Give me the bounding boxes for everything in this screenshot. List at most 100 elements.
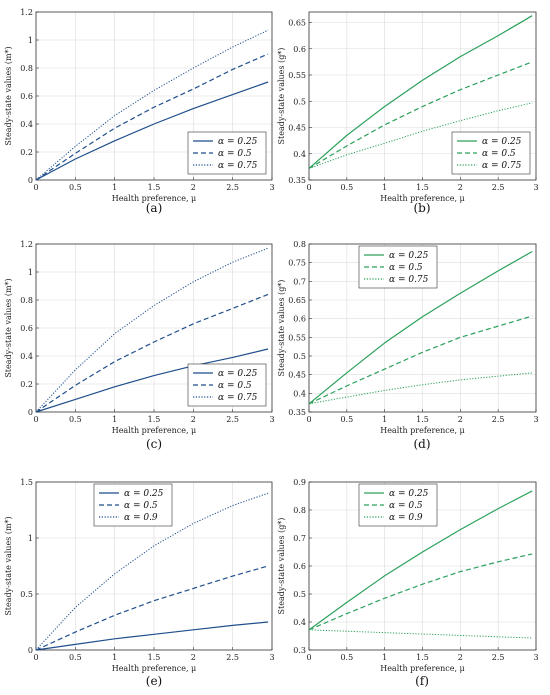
y-tick-label: 0.7 [293, 277, 306, 286]
x-axis-label: Health preference, μ [112, 194, 197, 203]
panel-label: (d) [413, 437, 430, 451]
plot-frame [308, 243, 537, 413]
x-tick-label: 3 [533, 415, 538, 424]
y-tick-label: 0.7 [293, 534, 306, 543]
y-tick-label: 0.65 [288, 19, 306, 28]
x-axis-label: Health preference, μ [380, 664, 465, 673]
x-tick-label: 2 [458, 183, 463, 192]
series-line-1 [35, 81, 269, 181]
legend-entry: α = 0.5 [389, 263, 423, 273]
x-tick-label: 0.5 [340, 415, 353, 424]
legend-entry: α = 0.5 [218, 149, 252, 159]
legend-entry: α = 0.75 [482, 161, 522, 171]
x-tick-label: 0.5 [340, 183, 353, 192]
series-line-3 [35, 492, 269, 651]
y-tick-label: 1.5 [20, 478, 33, 487]
x-axis-label: Health preference, μ [380, 426, 465, 435]
x-tick-label: 1.5 [148, 183, 161, 192]
legend-entry: α = 0.75 [389, 275, 429, 285]
series-line-1 [308, 250, 533, 405]
x-tick-label: 1.5 [148, 653, 161, 662]
x-tick-label: 1.5 [416, 183, 429, 192]
x-tick-label: 3 [269, 415, 274, 424]
y-axis-label: Steady-state values (g*) [277, 518, 286, 615]
legend-entry: α = 0.25 [124, 489, 164, 499]
panel-label: (a) [146, 201, 163, 215]
legend-entry: α = 0.5 [124, 501, 158, 511]
series-line-3 [35, 29, 269, 181]
x-tick-label: 0.5 [69, 415, 82, 424]
x-tick-label: 1 [112, 415, 117, 424]
legend: α = 0.25 α = 0.5 α = 0.9 [93, 483, 173, 527]
y-tick-label: 1.2 [20, 240, 33, 249]
legend-entry: α = 0.5 [389, 501, 423, 511]
x-tick-label: 1 [382, 183, 387, 192]
y-tick-label: 0.45 [288, 124, 306, 133]
chart-panel-2: 0 0.5 1 1.5 2 2.5 3 0.35 0.4 0.45 0.5 0.55 0.6 0.65 He… [277, 11, 539, 215]
y-tick-label: 1.2 [20, 8, 33, 17]
legend-entry: α = 0.75 [218, 393, 258, 403]
x-tick-label: 1.5 [148, 415, 161, 424]
y-tick-label: 0.6 [20, 92, 33, 101]
series-line-3 [308, 102, 533, 169]
y-tick-label: 0.5 [293, 97, 306, 106]
series-line-2 [35, 53, 269, 181]
x-tick-label: 0.5 [69, 183, 82, 192]
legend-entry: α = 0.5 [482, 149, 516, 159]
legend: α = 0.25 α = 0.5 α = 0.75 [187, 363, 267, 407]
panel-label: (c) [146, 437, 162, 451]
x-tick-label: 1 [382, 415, 387, 424]
legend-entry: α = 0.5 [218, 381, 252, 391]
y-tick-label: 0 [28, 408, 33, 417]
y-axis-label: Steady-state values (m*) [4, 46, 13, 145]
series-line-2 [308, 61, 533, 169]
y-tick-label: 0.6 [293, 315, 306, 324]
y-tick-label: 0.8 [20, 64, 33, 73]
legend: α = 0.25 α = 0.5 α = 0.75 [187, 131, 267, 175]
x-tick-label: 0 [306, 183, 311, 192]
series-line-2 [35, 565, 269, 651]
legend-entry: α = 0.9 [389, 513, 423, 523]
y-tick-label: 0.5 [293, 352, 306, 361]
x-tick-label: 1 [382, 653, 387, 662]
y-tick-label: 0.2 [20, 148, 33, 157]
x-tick-label: 0.5 [69, 653, 82, 662]
plot-frame [308, 481, 537, 651]
x-tick-label: 0 [33, 415, 38, 424]
legend: α = 0.25 α = 0.5 α = 0.75 [358, 245, 438, 289]
x-tick-label: 3 [269, 653, 274, 662]
x-tick-label: 2 [458, 653, 463, 662]
y-tick-label: 0.65 [288, 296, 306, 305]
x-axis-label: Health preference, μ [112, 664, 197, 673]
x-tick-label: 0 [306, 415, 311, 424]
legend: α = 0.25 α = 0.5 α = 0.9 [358, 483, 438, 527]
y-tick-label: 0.5 [20, 590, 33, 599]
y-tick-label: 0.35 [288, 176, 306, 185]
x-tick-label: 2.5 [492, 183, 505, 192]
x-tick-label: 0.5 [340, 653, 353, 662]
legend-entry: α = 0.25 [218, 137, 258, 147]
y-tick-label: 0.55 [288, 333, 306, 342]
y-tick-label: 0.75 [288, 259, 306, 268]
series-line-3 [35, 247, 269, 413]
x-tick-label: 2 [191, 415, 196, 424]
plot-frame [308, 11, 537, 181]
plot-frame [35, 481, 273, 651]
y-tick-label: 0.4 [293, 150, 306, 159]
y-tick-label: 0.8 [20, 296, 33, 305]
y-tick-label: 0.6 [20, 324, 33, 333]
series-line-1 [308, 15, 533, 169]
chart-panel-5: 0 0.5 1 1.5 2 2.5 3 0 0.5 1 1.5 Health preference, … [4, 478, 275, 688]
chart-panel-6: 0 0.5 1 1.5 2 2.5 3 0.3 0.4 0.5 0.6 0.7 0.8 0.9 Health… [277, 478, 539, 688]
x-tick-label: 3 [533, 183, 538, 192]
x-tick-label: 2.5 [226, 183, 239, 192]
y-tick-label: 0.6 [293, 45, 306, 54]
y-axis-label: Steady-state values (m*) [4, 278, 13, 377]
x-tick-label: 2 [191, 183, 196, 192]
legend-entry: α = 0.25 [482, 137, 522, 147]
y-tick-label: 0.2 [20, 380, 33, 389]
x-tick-label: 1 [112, 653, 117, 662]
y-tick-label: 0.5 [293, 590, 306, 599]
y-tick-label: 1 [28, 36, 33, 45]
x-axis-label: Health preference, μ [112, 426, 197, 435]
